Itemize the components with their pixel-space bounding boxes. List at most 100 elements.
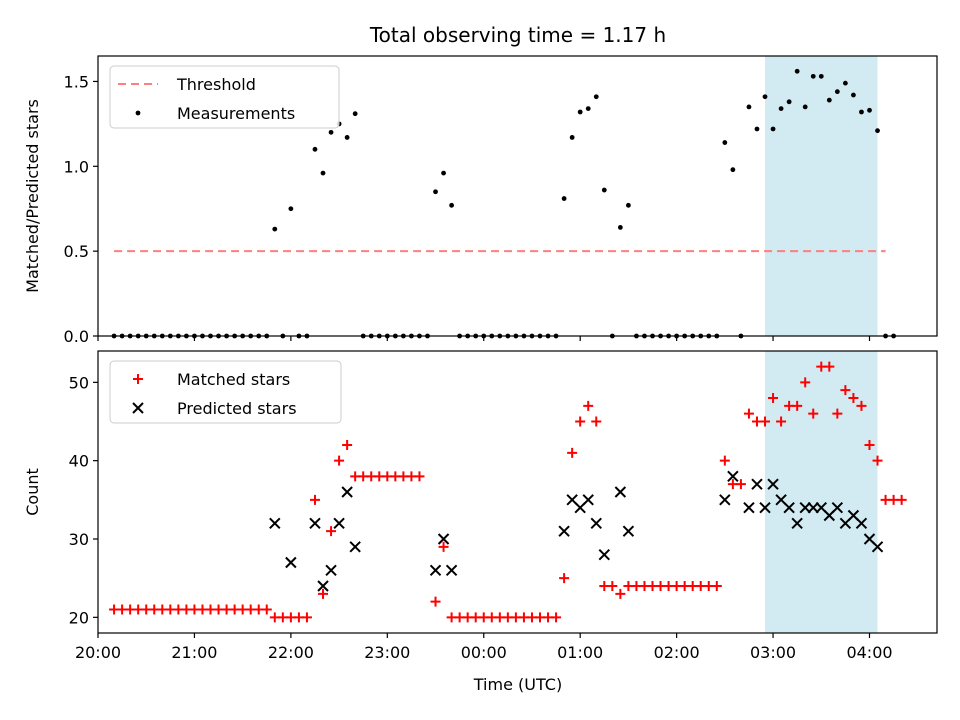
ratio-y-tick-label: 0.0 [64, 327, 89, 346]
predicted-point [759, 501, 771, 514]
ratio-y-tick-label: 0.5 [64, 242, 89, 261]
predicted-point [871, 541, 884, 553]
ratio-y-tick-label: 1.0 [64, 157, 89, 176]
predicted-point [622, 525, 635, 537]
ratio-legend: Threshold Measurements [109, 65, 340, 129]
measurement-point [778, 106, 784, 112]
measurement-point [842, 80, 848, 86]
measurement-point [730, 167, 736, 173]
measurement-point [794, 68, 800, 74]
legend-label: Matched stars [177, 370, 290, 389]
matched-point [864, 440, 875, 450]
matched-point [760, 416, 771, 427]
predicted-point [614, 486, 627, 498]
ratio-panel: 0.0 0.5 1.0 1.5 Matched/Predicted stars Thr… [23, 55, 938, 346]
predicted-point [727, 470, 739, 483]
predicted-point [831, 501, 844, 514]
measurement-point [352, 111, 358, 117]
matched-point [583, 400, 594, 411]
measurement-point [802, 104, 808, 110]
predicted-point [791, 517, 803, 530]
measurement-point [561, 196, 567, 201]
predicted-point [437, 533, 450, 545]
measurement-point [754, 126, 760, 132]
matched-stars-series [109, 361, 907, 623]
matched-point [896, 494, 907, 505]
matched-point [559, 573, 570, 584]
predicted-point [582, 494, 594, 506]
predicted-point [743, 501, 755, 514]
ratio-legend-box [109, 65, 340, 129]
matched-point [438, 541, 449, 552]
matched-point [824, 361, 835, 372]
measurement-point [826, 97, 832, 103]
x-tick-label: 03:00 [750, 643, 796, 662]
measurement-point [320, 170, 326, 176]
predicted-point [767, 478, 779, 490]
measurement-point [859, 109, 864, 115]
matched-point [840, 385, 851, 396]
x-tick-label: 01:00 [557, 643, 603, 662]
count-y-tick-label: 30 [69, 530, 89, 549]
matched-point [711, 581, 722, 591]
predicted-stars-series [269, 470, 884, 592]
matched-point [261, 604, 272, 615]
measurement-point [722, 140, 728, 145]
x-tick-label: 20:00 [75, 643, 121, 662]
matched-point [309, 494, 320, 505]
measurement-point [344, 135, 350, 140]
matched-point [735, 479, 746, 490]
predicted-point [598, 548, 611, 561]
measurement-point [433, 189, 438, 195]
legend-label: Measurements [177, 104, 295, 123]
measurement-point [746, 104, 752, 110]
x-tick-label: 02:00 [654, 643, 700, 662]
predicted-point [333, 517, 345, 530]
measurement-point [851, 92, 856, 98]
matched-point [615, 588, 626, 599]
measurement-point [585, 106, 591, 112]
measurement-point [834, 89, 840, 95]
measurement-point [593, 94, 599, 100]
measurement-point [810, 73, 816, 79]
matched-point [342, 440, 353, 450]
measurements-series [111, 68, 897, 339]
predicted-point [783, 501, 795, 514]
matched-point [792, 400, 803, 411]
matched-point [551, 612, 562, 623]
x-tick-label: 21:00 [171, 643, 217, 662]
measurement-point [441, 170, 446, 176]
measurement-point [770, 126, 776, 132]
count-legend-box [109, 360, 342, 424]
matched-point [575, 416, 586, 427]
chart-title: Total observing time = 1.17 h [369, 23, 666, 47]
matched-point [430, 596, 441, 607]
predicted-point [269, 517, 281, 530]
ratio-panel-frame [97, 55, 938, 337]
legend-swatch [135, 110, 141, 116]
count-y-tick-label: 50 [69, 373, 89, 392]
measurement-point [617, 224, 623, 230]
predicted-point [341, 486, 353, 498]
count-observing-window [765, 351, 878, 633]
matched-point [768, 393, 779, 403]
matched-point [591, 416, 602, 427]
matched-point [776, 416, 787, 427]
x-tick-label: 00:00 [461, 643, 507, 662]
matched-point [848, 393, 859, 403]
x-axis-label: Time (UTC) [473, 675, 562, 694]
matched-point [326, 526, 337, 537]
count-y-tick-label: 20 [69, 608, 89, 627]
measurement-point [875, 128, 880, 134]
ratio-y-tick-label: 1.5 [64, 72, 89, 91]
predicted-point [719, 494, 731, 506]
matched-point [743, 408, 754, 419]
measurement-point [601, 187, 607, 193]
predicted-point [349, 541, 361, 553]
measurement-point [867, 107, 872, 113]
ratio-observing-window [765, 56, 878, 336]
measurement-point [312, 146, 318, 152]
measurement-point [786, 99, 792, 105]
predicted-point [285, 556, 297, 569]
legend-label: Predicted stars [177, 399, 297, 418]
